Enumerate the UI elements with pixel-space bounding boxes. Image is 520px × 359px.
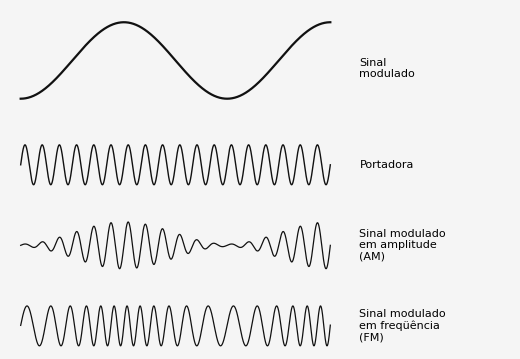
Text: Sinal modulado
em amplitude
(AM): Sinal modulado em amplitude (AM): [359, 229, 446, 262]
Text: Portadora: Portadora: [359, 160, 414, 170]
Text: Sinal modulado
em freqüência
(FM): Sinal modulado em freqüência (FM): [359, 309, 446, 343]
Text: Sinal
modulado: Sinal modulado: [359, 58, 415, 79]
